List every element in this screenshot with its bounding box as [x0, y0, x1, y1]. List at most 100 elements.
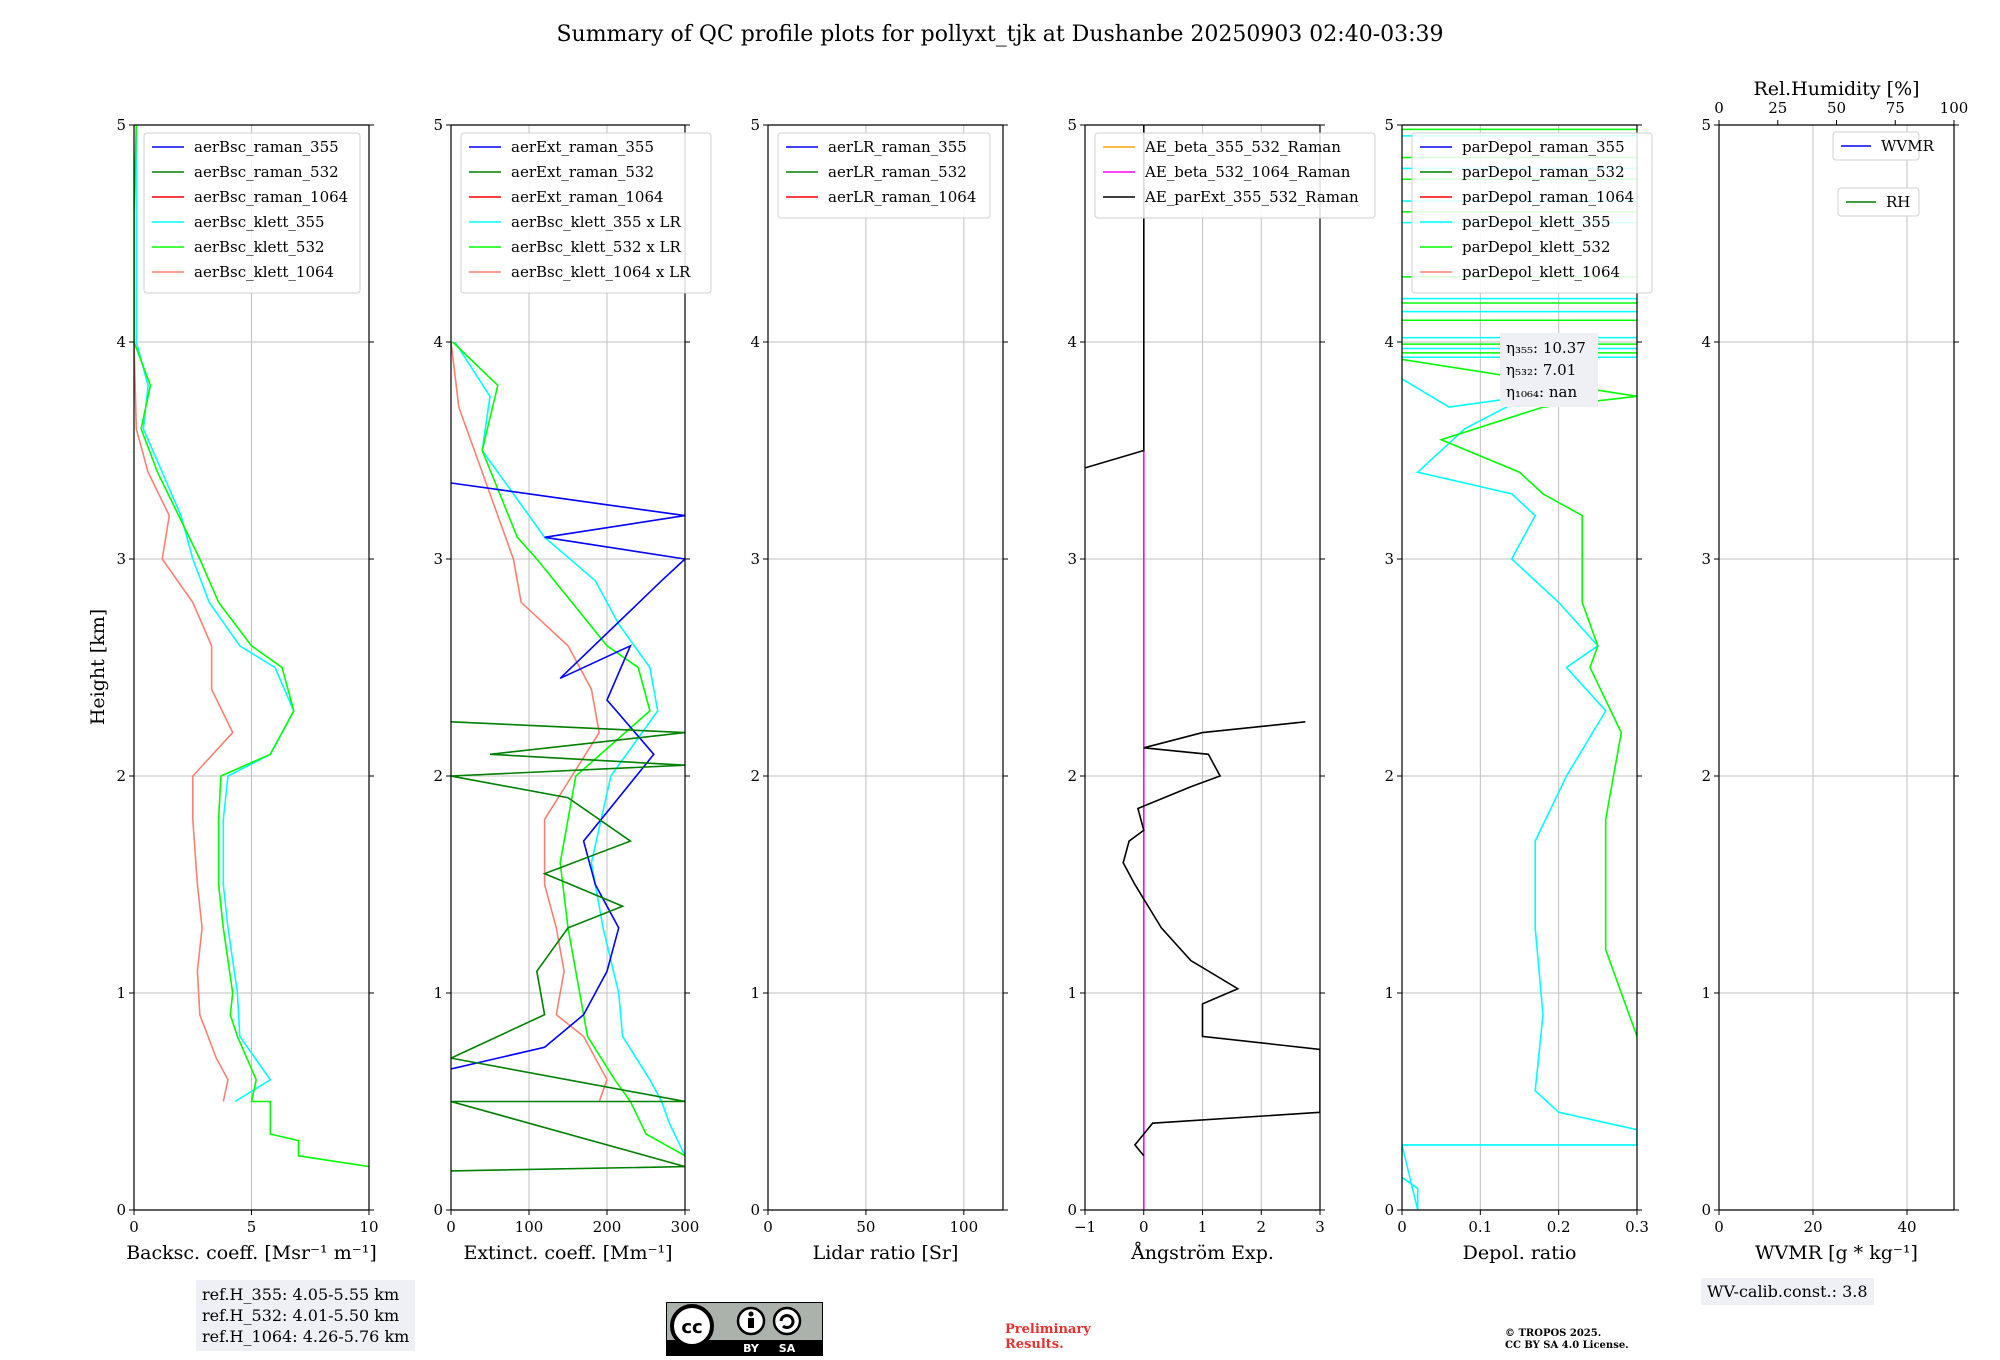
legend-label: aerBsc_klett_1064 x LR [511, 263, 691, 281]
x-tick-label: 0 [446, 1218, 456, 1236]
y-tick-label: 0 [1384, 1201, 1394, 1219]
eta-line: η₅₃₂: 7.01 [1506, 361, 1576, 379]
y-tick-label: 0 [750, 1201, 760, 1219]
x-tick-label: −1 [1074, 1218, 1096, 1236]
preliminary-line-2: Results. [1005, 1337, 1064, 1352]
x-tick-label: 0 [129, 1218, 139, 1236]
top-x-tick-label: 100 [1940, 99, 1969, 117]
data-layer [1085, 125, 1320, 1210]
x-axis-label: Depol. ratio [1463, 1242, 1577, 1264]
series-AE_parExt_355_532_Raman_upper [1085, 125, 1145, 469]
legend: aerBsc_raman_355 aerBsc_raman_532 aerBsc_r… [143, 132, 361, 294]
legend-box [1411, 132, 1653, 294]
x-tick-label: 1 [1198, 1218, 1208, 1236]
x-tick-label: 0.1 [1468, 1218, 1492, 1236]
ref-height-355: ref.H_355: 4.05-5.55 km [202, 1285, 400, 1304]
by-label: BY [743, 1342, 760, 1355]
y-tick-label: 0 [1067, 1201, 1077, 1219]
y-tick-label: 2 [116, 767, 126, 785]
series-parDepol_klett_355 [1402, 378, 1637, 1210]
y-tick-label: 1 [1384, 984, 1394, 1002]
cc-icon [670, 1304, 714, 1348]
x-tick-label: 50 [856, 1218, 875, 1236]
cc-by-sa-badge: cc BY SA [666, 1302, 823, 1356]
legend: parDepol_raman_355 parDepol_raman_532 parD… [1411, 132, 1653, 294]
y-tick-label: 0 [1701, 1201, 1711, 1219]
panel-1: 0 1 2 3 4 5 0 5 10 Backsc. coeff. [Msr⁻¹ m⁻¹] aerB… [116, 116, 378, 1264]
eta-box [1500, 333, 1598, 407]
y-tick-label: 5 [750, 116, 760, 134]
legend-box [1832, 131, 1920, 161]
legend-label: aerLR_raman_1064 [828, 188, 976, 206]
x-tick-label: 2 [1256, 1218, 1266, 1236]
eta-line: η₃₅₅: 10.37 [1506, 339, 1586, 357]
panel-2: 0 1 2 3 4 5 0 100 200 300 Extinct. coeff. [Mm⁻¹] ae… [433, 116, 712, 1264]
legend: aerExt_raman_355 aerExt_raman_532 aerExt_r… [460, 132, 712, 294]
top-x-tick-label: 75 [1886, 99, 1905, 117]
legend-label: AE_beta_532_1064_Raman [1144, 163, 1351, 181]
x-tick-label: 0.3 [1625, 1218, 1649, 1236]
share-alike-icon [772, 1306, 802, 1336]
y-tick-label: 5 [1067, 116, 1077, 134]
x-tick-label: 3 [1315, 1218, 1325, 1236]
y-tick-label: 1 [433, 984, 443, 1002]
y-tick-label: 5 [433, 116, 443, 134]
y-tick-label: 0 [433, 1201, 443, 1219]
y-tick-label: 2 [1701, 767, 1711, 785]
legend-label: aerExt_raman_1064 [511, 188, 664, 206]
preliminary-note: Preliminary Results. [1005, 1322, 1091, 1352]
data-layer [134, 125, 369, 1168]
x-tick-label: 10 [359, 1218, 378, 1236]
y-tick-label: 5 [1701, 116, 1711, 134]
y-tick-label: 4 [1384, 333, 1394, 351]
sa-label: SA [779, 1342, 796, 1355]
y-tick-label: 2 [750, 767, 760, 785]
legend: aerLR_raman_355 aerLR_raman_532 aerLR_rama… [777, 132, 991, 219]
ref-height-1064: ref.H_1064: 4.26-5.76 km [202, 1327, 410, 1346]
y-tick-label: 3 [1701, 550, 1711, 568]
legend-label: aerBsc_klett_532 x LR [511, 238, 682, 256]
x-tick-label: 100 [515, 1218, 544, 1236]
y-tick-label: 5 [1384, 116, 1394, 134]
series-aerExt_raman_532 [451, 721, 685, 1172]
y-tick-label: 4 [1701, 333, 1711, 351]
y-tick-label: 2 [1067, 767, 1077, 785]
eta-line: η₁₀₆₄: nan [1506, 383, 1577, 401]
legend-label: parDepol_raman_532 [1462, 163, 1625, 181]
y-tick-label: 2 [1384, 767, 1394, 785]
legend: WVMR RH [1832, 131, 1935, 217]
svg-text:cc: cc [681, 1317, 702, 1338]
y-tick-label: 1 [750, 984, 760, 1002]
y-axis-label: Height [km] [87, 609, 109, 725]
legend-label: WVMR [1881, 137, 1935, 155]
data-layer [451, 341, 685, 1172]
y-tick-label: 3 [116, 550, 126, 568]
series-AE_parExt_355_532_Raman [1122, 721, 1320, 1157]
x-tick-label: 0.2 [1547, 1218, 1571, 1236]
series-aerBsc_klett_355 x LR [454, 341, 685, 1157]
x-tick-label: 0 [1397, 1218, 1407, 1236]
series-aerBsc_klett_1064 [134, 341, 234, 1102]
legend-label: RH [1886, 193, 1910, 211]
y-tick-label: 4 [433, 333, 443, 351]
top-x-tick-label: 0 [1714, 99, 1724, 117]
legend-label: AE_parExt_355_532_Raman [1144, 188, 1359, 206]
y-tick-label: 1 [116, 984, 126, 1002]
series-aerBsc_klett_355 [135, 125, 295, 1103]
series-aerBsc_klett_532 x LR [452, 341, 685, 1157]
series-parDepol_klett_532 [1402, 358, 1637, 1037]
series-aerExt_raman_355 [451, 482, 685, 1070]
legend-label: parDepol_klett_355 [1462, 213, 1611, 231]
legend-label: parDepol_raman_355 [1462, 138, 1625, 156]
x-tick-label: 0 [763, 1218, 773, 1236]
y-tick-label: 3 [433, 550, 443, 568]
top-x-axis-label: Rel.Humidity [%] [1753, 78, 1919, 100]
figure-title: Summary of QC profile plots for pollyxt_… [556, 22, 1444, 47]
x-tick-label: 300 [671, 1218, 700, 1236]
x-tick-label: 0 [1139, 1218, 1149, 1236]
panel-5: 0 1 2 3 4 5 0 0.1 0.2 0.3 Depol. ratio parDepol_ram… [1384, 116, 1653, 1264]
x-axis-label: Backsc. coeff. [Msr⁻¹ m⁻¹] [126, 1242, 377, 1264]
